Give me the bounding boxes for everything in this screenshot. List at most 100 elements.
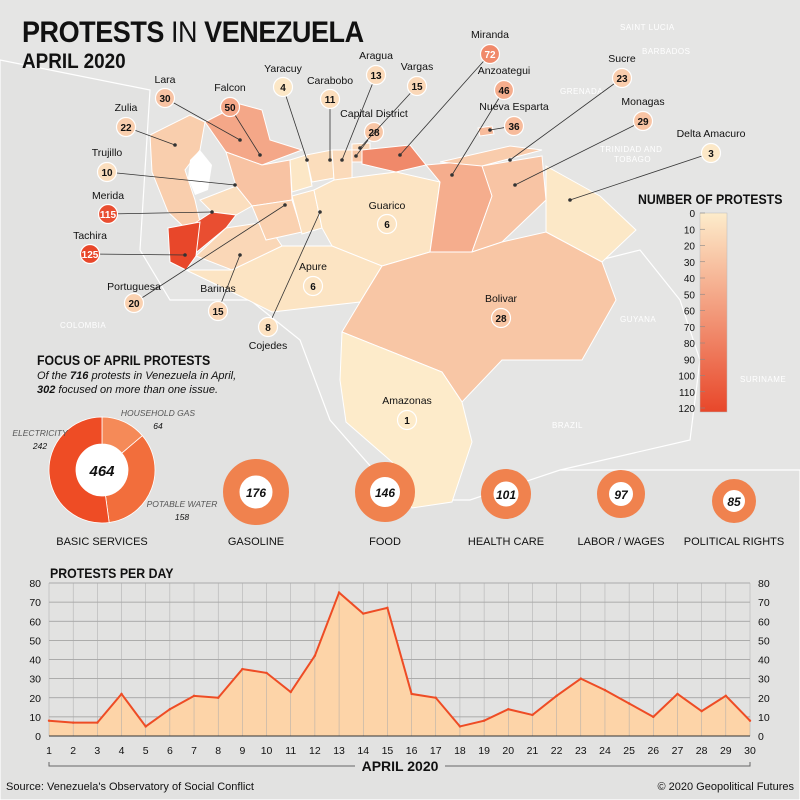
leader-line: [107, 211, 213, 215]
state-yaracuy[interactable]: [289, 154, 313, 193]
y-tick-label-left: 20: [29, 693, 41, 705]
country-label: GRENADA: [560, 87, 603, 96]
data-point: [217, 696, 220, 699]
x-tick-label: 13: [333, 745, 345, 757]
state-value: 50: [224, 103, 236, 114]
issue-label: LABOR / WAGES: [577, 536, 664, 548]
legend-tick-label: 20: [684, 242, 696, 253]
state-value-badge: [97, 203, 119, 225]
country-label: BRAZIL: [552, 421, 583, 430]
state-value-badge: [632, 110, 654, 132]
state-sucre[interactable]: [439, 145, 543, 167]
segment-value: 64: [153, 421, 163, 431]
state-aragua[interactable]: [331, 149, 353, 183]
issue-ring: [223, 459, 289, 525]
issue-label: GASOLINE: [228, 536, 284, 548]
x-tick-label: 5: [143, 745, 149, 757]
issue-ring: [481, 469, 531, 519]
state-miranda[interactable]: [361, 144, 427, 173]
state-name: Apure: [299, 261, 327, 273]
leader-dot: [305, 158, 309, 162]
state-zulia[interactable]: [149, 114, 206, 229]
state-value: 72: [484, 50, 496, 61]
leader-dot: [183, 253, 187, 257]
y-tick-label-left: 60: [29, 616, 41, 628]
data-point: [482, 719, 486, 722]
leader-dot: [318, 210, 322, 214]
y-tick-label-right: 40: [758, 655, 770, 667]
state-value-badge: [365, 64, 387, 86]
x-tick-label: 17: [430, 745, 442, 757]
state-labels: [79, 43, 722, 431]
state-value-badge: [96, 161, 118, 183]
state-value: 8: [265, 323, 271, 334]
issue-ring: [597, 470, 645, 518]
page-title: PROTESTS IN VENEZUELA: [22, 16, 364, 50]
state-name: Falcon: [214, 82, 246, 94]
border-line: [559, 249, 701, 471]
leader-dot: [173, 143, 177, 147]
legend-color-bar: [699, 212, 728, 413]
note-multi: 302: [37, 384, 56, 396]
issue-ring: [355, 462, 415, 522]
leader-line: [282, 86, 308, 161]
state-name: Cojedes: [249, 340, 288, 352]
state-value-badge: [154, 87, 176, 109]
issue-value: 97: [614, 488, 629, 502]
state-tachira[interactable]: [167, 221, 201, 271]
country-label: BARBADOS: [642, 47, 690, 56]
leader-line: [267, 211, 321, 328]
y-tick-label-left: 40: [29, 655, 41, 667]
state-value-badge: [493, 79, 515, 101]
state-value: 13: [370, 71, 382, 82]
state-name: Portuguesa: [107, 281, 161, 293]
leader-dot: [358, 146, 362, 150]
data-point: [555, 694, 558, 698]
state-value: 30: [159, 94, 171, 105]
leader-dot: [568, 198, 572, 202]
data-point: [313, 654, 317, 657]
donut-hole: [76, 444, 128, 496]
state-name: Vargas: [401, 61, 434, 73]
x-tick-label: 29: [720, 745, 732, 757]
data-point: [96, 721, 99, 724]
state-value: 22: [120, 123, 132, 134]
segment-value: 158: [175, 512, 189, 522]
note-text: Of the: [37, 370, 71, 382]
x-tick-label: 2: [70, 745, 76, 757]
y-tick-label-left: 50: [29, 635, 41, 647]
data-point: [531, 713, 534, 717]
data-point: [47, 719, 51, 722]
leader-dot: [238, 253, 242, 257]
x-tick-label: 15: [382, 745, 394, 757]
data-point: [241, 667, 244, 671]
leader-line: [509, 77, 623, 161]
state-value-badge: [115, 116, 137, 138]
state-falcon[interactable]: [204, 103, 304, 166]
legend-tick-label: 0: [689, 209, 695, 220]
x-tick-label: 24: [599, 745, 611, 757]
x-tick-label: 12: [309, 745, 321, 757]
state-value-badge: [406, 75, 428, 97]
x-tick-label: 3: [94, 745, 100, 757]
state-value-badge: [490, 307, 512, 329]
data-point: [71, 721, 75, 724]
leader-dot: [513, 183, 517, 187]
y-tick-label-right: 50: [758, 635, 770, 647]
focus-note: Of the 716 protests in Venezuela in Apri…: [37, 369, 236, 397]
x-tick-label: 8: [215, 745, 221, 757]
lake-maracaibo: [188, 150, 212, 195]
state-nueva-esparta[interactable]: [477, 125, 495, 137]
state-name: Amazonas: [382, 395, 432, 407]
x-tick-label: 21: [527, 745, 539, 757]
x-tick-label: 18: [454, 745, 466, 757]
state-value-badge: [503, 115, 525, 137]
state-trujillo[interactable]: [199, 185, 253, 216]
state-value: 4: [280, 83, 286, 94]
state-name: Miranda: [471, 29, 509, 41]
data-point: [289, 690, 292, 694]
x-tick-label: 27: [672, 745, 684, 757]
state-value: 20: [128, 299, 140, 310]
state-name: Yaracuy: [264, 63, 302, 75]
